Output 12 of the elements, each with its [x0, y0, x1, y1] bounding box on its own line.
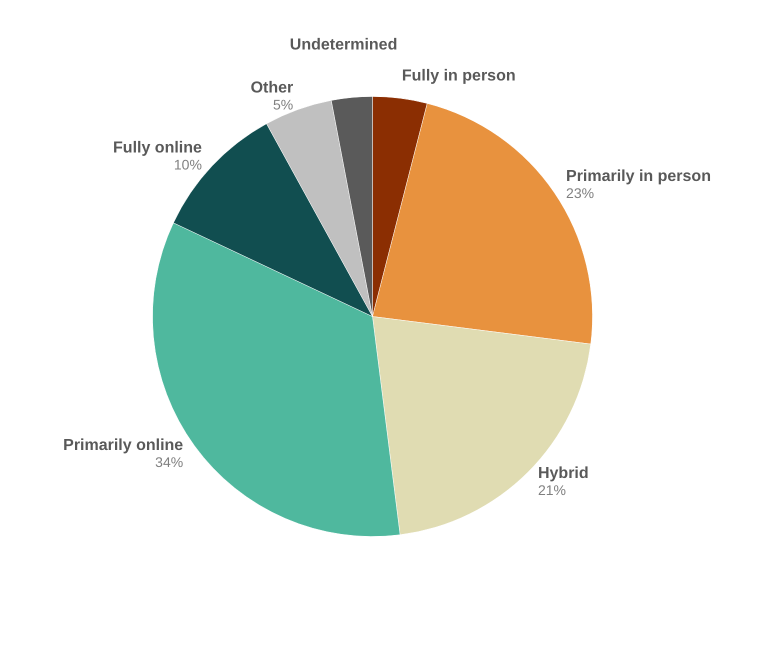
- slice-label: Fully in person: [402, 67, 516, 84]
- slice-label: Primarily in person: [566, 168, 711, 185]
- data-label: 23%: [566, 184, 594, 201]
- slice-label: Fully online: [113, 139, 202, 156]
- slice-label: Other: [250, 79, 294, 96]
- slice-label: Undetermined: [290, 36, 398, 54]
- data-label: 10%: [174, 156, 202, 172]
- slice-label: Hybrid: [538, 464, 589, 482]
- data-label: 34%: [155, 454, 184, 470]
- data-label: 5%: [273, 96, 294, 112]
- data-label: 21%: [538, 482, 566, 498]
- slice-label: Primarily online: [63, 437, 184, 454]
